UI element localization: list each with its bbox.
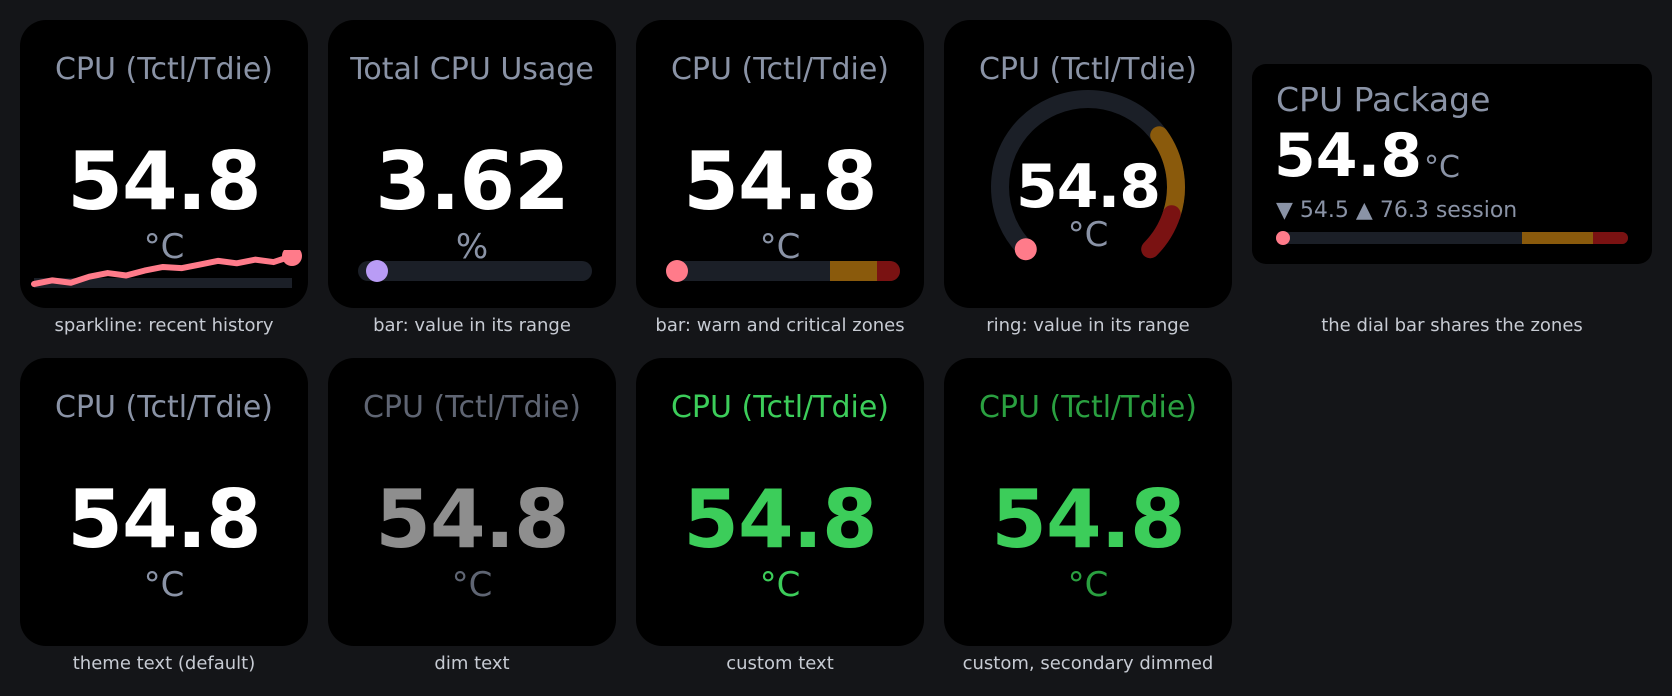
tile-unit: °C <box>1067 565 1109 605</box>
sensor-tile-custom-text[interactable]: CPU (Tctl/Tdie) 54.8 °C <box>636 358 924 646</box>
warn-zone <box>829 261 877 281</box>
min-arrow-icon: ▼ <box>1276 198 1293 223</box>
package-session-range: ▼ 54.5 ▲ 76.3 session <box>1276 198 1517 223</box>
tile-value: 54.8 <box>683 135 877 228</box>
critical-zone <box>876 261 900 281</box>
sparkline-chart <box>31 250 302 288</box>
tile-unit: °C <box>759 565 801 605</box>
tile-unit: °C <box>759 227 801 267</box>
sensor-tile-bar[interactable]: Total CPU Usage 3.62 % <box>328 20 616 308</box>
sensor-tile-default-text[interactable]: CPU (Tctl/Tdie) 54.8 °C <box>20 358 308 646</box>
tile-title: CPU (Tctl/Tdie) <box>362 390 582 425</box>
range-bar-marker <box>365 260 388 282</box>
sparkline-baseline <box>34 278 292 288</box>
sparkline-current-point <box>282 250 302 266</box>
package-dial-bar <box>1276 232 1628 244</box>
tile-title: Total CPU Usage <box>350 52 594 87</box>
tile-caption: sparkline: recent history <box>54 315 274 336</box>
tile-unit: °C <box>143 227 185 267</box>
tile-unit: °C <box>1067 215 1109 255</box>
tile-caption: custom text <box>726 653 834 674</box>
zone-bar-marker <box>666 260 688 282</box>
zone-bar-track <box>666 261 900 281</box>
tile-caption: bar: value in its range <box>373 315 571 336</box>
tile-title: CPU (Tctl/Tdie) <box>54 52 274 87</box>
package-unit: °C <box>1424 150 1460 185</box>
cpu-package-card[interactable]: CPU Package 54.8 °C ▼ 54.5 ▲ 76.3 sessio… <box>1252 64 1652 264</box>
tile-unit: % <box>455 227 489 267</box>
tile-value: 3.62 <box>375 135 569 228</box>
tile-unit: °C <box>143 565 185 605</box>
ring-gauge <box>991 90 1185 261</box>
tile-value: 54.8 <box>683 473 877 566</box>
max-arrow-icon: ▲ <box>1355 198 1373 223</box>
sensor-tile-custom-dimmed[interactable]: CPU (Tctl/Tdie) 54.8 °C <box>944 358 1232 646</box>
tile-title: CPU (Tctl/Tdie) <box>978 390 1198 425</box>
session-max-value: 76.3 <box>1379 198 1429 223</box>
sensor-tile-ring[interactable]: CPU (Tctl/Tdie) 54.8 °C <box>944 20 1232 308</box>
sensor-tile-sparkline[interactable]: CPU (Tctl/Tdie) 54.8 °C <box>20 20 308 308</box>
tile-value: 54.8 <box>67 135 261 228</box>
package-caption: the dial bar shares the zones <box>1321 315 1583 336</box>
range-bar-track <box>358 261 592 281</box>
package-value: 54.8 <box>1274 121 1423 191</box>
tile-title: CPU (Tctl/Tdie) <box>670 52 890 87</box>
tile-title: CPU (Tctl/Tdie) <box>670 390 890 425</box>
session-label: session <box>1435 198 1518 223</box>
tile-value: 54.8 <box>67 473 261 566</box>
sensor-tile-bar-zones[interactable]: CPU (Tctl/Tdie) 54.8 °C <box>636 20 924 308</box>
warn-zone <box>1522 232 1593 244</box>
ring-critical-zone <box>1141 205 1181 259</box>
tile-title: CPU (Tctl/Tdie) <box>978 52 1198 87</box>
tile-caption: dim text <box>434 653 510 674</box>
tile-title: CPU (Tctl/Tdie) <box>54 390 274 425</box>
tile-caption: bar: warn and critical zones <box>655 315 905 336</box>
tile-value: 54.8 <box>991 473 1185 566</box>
tile-unit: °C <box>451 565 493 605</box>
ring-marker <box>1014 238 1037 261</box>
sparkline-line <box>31 253 295 287</box>
package-dial-marker <box>1276 231 1290 245</box>
tile-caption: theme text (default) <box>72 653 256 674</box>
tile-caption: custom, secondary dimmed <box>962 653 1214 674</box>
tile-caption: ring: value in its range <box>986 315 1190 336</box>
session-min-value: 54.5 <box>1299 198 1349 223</box>
sensor-tile-dim-text[interactable]: CPU (Tctl/Tdie) 54.8 °C <box>328 358 616 646</box>
tile-value: 54.8 <box>1015 152 1161 222</box>
package-title: CPU Package <box>1276 80 1491 119</box>
tile-value: 54.8 <box>375 473 569 566</box>
critical-zone <box>1592 232 1628 244</box>
